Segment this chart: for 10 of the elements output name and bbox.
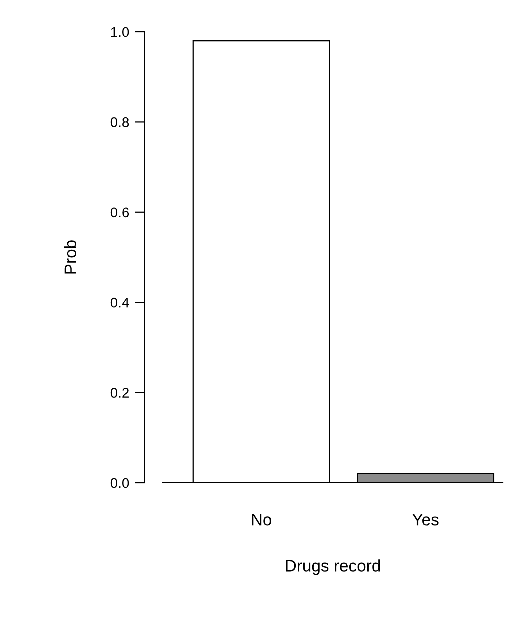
y-tick-label: 0.8 (110, 118, 130, 128)
y-tick-label: 0.4 (110, 298, 130, 308)
y-tick-label: 1.0 (111, 27, 130, 38)
x-tick-label: Yes (412, 514, 439, 526)
y-axis-title: Prob (64, 240, 77, 274)
x-axis-title: Drugs record (286, 560, 380, 576)
y-tick-label: 0.6 (110, 208, 130, 218)
x-tick-label: No (252, 514, 272, 526)
y-tick-label: 0.0 (110, 478, 130, 488)
y-tick-label: 0.2 (110, 388, 129, 398)
